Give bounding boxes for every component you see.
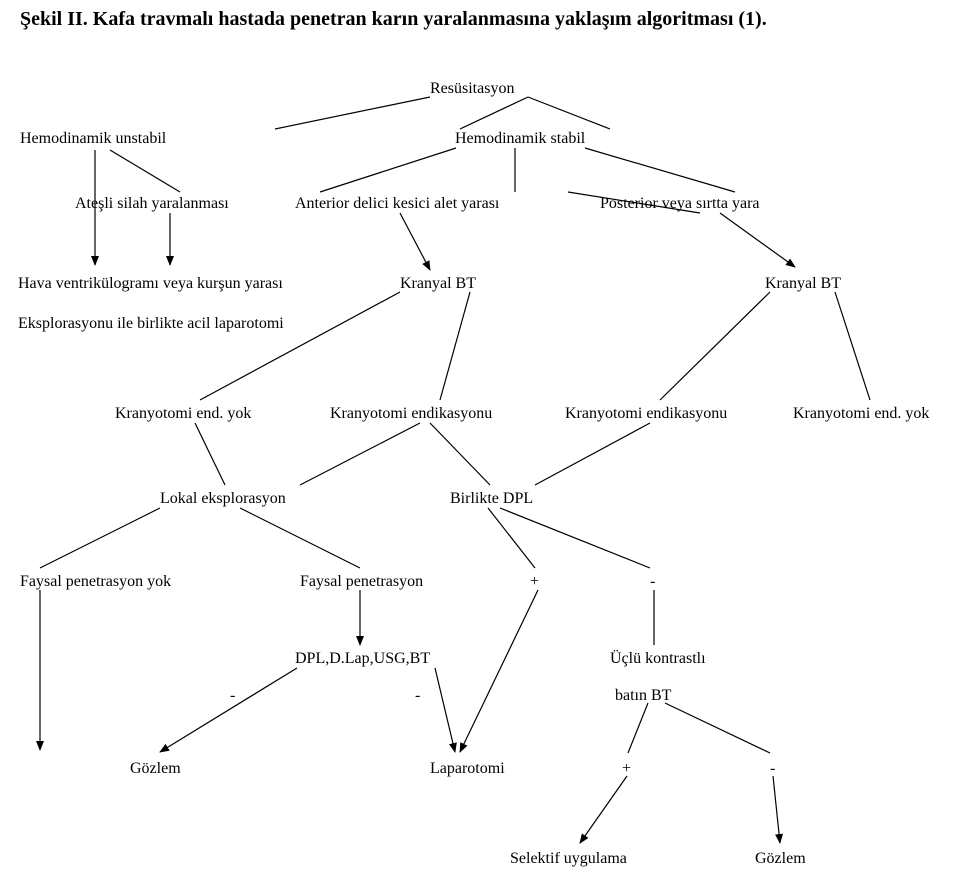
edge — [835, 292, 870, 400]
edge — [660, 292, 770, 400]
node-plus1: + — [530, 573, 539, 591]
node-lokal: Lokal eksplorasyon — [160, 490, 286, 508]
figure-title: Şekil II. Kafa travmalı hastada penetran… — [20, 8, 767, 31]
edge — [460, 590, 538, 752]
node-selektif: Selektif uygulama — [510, 850, 627, 868]
node-minus3: - — [770, 760, 775, 778]
edge — [665, 703, 770, 753]
edge — [580, 776, 627, 843]
edge — [460, 97, 528, 129]
node-resus: Resüsitasyon — [430, 80, 514, 98]
edge — [585, 148, 735, 192]
edge — [720, 213, 795, 267]
edge — [320, 148, 456, 192]
node-lap: Laparotomi — [430, 760, 505, 778]
edge — [300, 423, 420, 485]
node-eksplo: Eksplorasyonu ile birlikte acil laparoto… — [18, 315, 284, 333]
node-kend2: Kranyotomi endikasyonu — [565, 405, 727, 423]
node-minus1: - — [650, 573, 655, 591]
node-fp: Faysal penetrasyon — [300, 573, 423, 591]
node-kendyok2: Kranyotomi end. yok — [793, 405, 929, 423]
node-fpy: Faysal penetrasyon yok — [20, 573, 171, 591]
node-gozlem2: Gözlem — [755, 850, 806, 868]
node-hemo_s: Hemodinamik stabil — [455, 130, 585, 148]
node-posterior: Posterior veya sırtta yara — [600, 195, 760, 213]
edge — [110, 150, 180, 192]
node-gozlem1: Gözlem — [130, 760, 181, 778]
edge — [535, 423, 650, 485]
edge — [400, 213, 430, 270]
edge — [528, 97, 610, 129]
node-uclu: Üçlü kontrastlı — [610, 650, 706, 668]
node-minus2a: - — [230, 687, 235, 705]
node-atesli: Ateşli silah yaralanması — [75, 195, 229, 213]
edge — [40, 508, 160, 568]
edge — [488, 508, 535, 568]
edge — [628, 703, 648, 753]
edge — [430, 423, 490, 485]
node-minus2b: - — [415, 687, 420, 705]
edge — [440, 292, 470, 400]
edge — [240, 508, 360, 568]
node-kend1: Kranyotomi endikasyonu — [330, 405, 492, 423]
node-kranyal1: Kranyal BT — [400, 275, 476, 293]
edge — [275, 97, 430, 129]
node-dpl: DPL,D.Lap,USG,BT — [295, 650, 430, 668]
node-hemo_u: Hemodinamik unstabil — [20, 130, 166, 148]
node-anterior: Anterior delici kesici alet yarası — [295, 195, 499, 213]
edge — [500, 508, 650, 568]
node-plus2: + — [622, 760, 631, 778]
edge — [200, 292, 400, 400]
node-kendyok1: Kranyotomi end. yok — [115, 405, 251, 423]
edge — [773, 776, 780, 843]
edge — [195, 423, 225, 485]
edge — [160, 668, 297, 752]
node-kranyal2: Kranyal BT — [765, 275, 841, 293]
node-hava: Hava ventrikülogramı veya kurşun yarası — [18, 275, 283, 293]
node-birlikte: Birlikte DPL — [450, 490, 533, 508]
edge — [435, 668, 455, 752]
node-batin: batın BT — [615, 687, 671, 705]
